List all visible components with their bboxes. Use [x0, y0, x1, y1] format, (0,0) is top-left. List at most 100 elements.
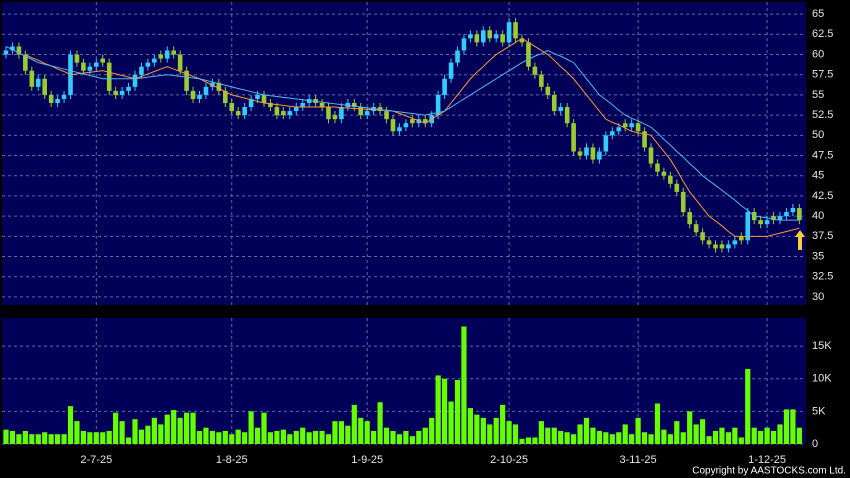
candle-body	[655, 163, 660, 172]
volume-bar	[416, 430, 422, 444]
volume-bar	[203, 427, 209, 444]
volume-bar	[280, 429, 286, 444]
candle-body	[481, 30, 486, 43]
volume-bar	[100, 432, 106, 444]
volume-bar	[487, 424, 493, 444]
candle-body	[539, 74, 544, 87]
y-tick-label: 55	[812, 89, 824, 101]
volume-bar	[3, 429, 9, 444]
volume-bar	[519, 438, 525, 444]
candle-body	[726, 244, 731, 249]
candle-body	[87, 66, 93, 71]
candle-body	[403, 123, 409, 128]
volume-bar	[351, 404, 357, 444]
volume-bar	[751, 427, 757, 444]
price-panel	[2, 2, 806, 305]
volume-bar	[777, 424, 783, 444]
candle-body	[106, 62, 112, 91]
y-tick-label: 0	[812, 438, 818, 450]
candle-body	[81, 62, 86, 71]
candle-body	[584, 147, 589, 156]
volume-bar	[538, 421, 544, 444]
volume-bar	[235, 429, 241, 444]
candle-body	[410, 119, 415, 124]
volume-bar	[287, 434, 293, 444]
volume-bar	[719, 427, 725, 444]
volume-bar	[229, 434, 235, 444]
volume-bar	[687, 411, 693, 444]
candle-body	[300, 103, 305, 108]
volume-bar	[16, 434, 22, 444]
x-tick-label: 1-12-25	[748, 454, 786, 466]
candle-body	[223, 90, 228, 103]
candle-body	[506, 22, 512, 43]
volume-bar	[545, 427, 551, 444]
volume-bar	[113, 412, 119, 444]
volume-bar	[706, 436, 712, 444]
volume-bar	[712, 430, 719, 444]
candle-body	[610, 131, 615, 136]
candle-body	[384, 111, 389, 120]
candle-body	[261, 94, 267, 103]
volume-bar	[435, 375, 441, 444]
candle-body	[293, 107, 299, 112]
volume-bar	[506, 421, 512, 444]
candle-body	[784, 212, 789, 217]
volume-bar	[177, 417, 183, 444]
volume-bar	[35, 434, 41, 444]
volume-bar	[512, 424, 519, 444]
volume-bar	[196, 430, 203, 444]
volume-bar	[42, 432, 48, 444]
volume-bar	[67, 406, 74, 444]
y-tick-label: 62.5	[812, 28, 833, 40]
volume-bar	[770, 430, 777, 444]
volume-bar	[306, 432, 312, 444]
volume-bar	[345, 425, 351, 444]
volume-bar	[87, 432, 93, 444]
y-tick-label: 35	[812, 250, 824, 262]
candle-body	[397, 127, 402, 132]
candle-body	[171, 50, 176, 55]
candle-body	[100, 58, 106, 63]
volume-bar	[603, 432, 609, 444]
volume-bar	[500, 404, 506, 444]
y-tick-label: 52.5	[812, 109, 833, 121]
volume-bar	[261, 412, 267, 444]
y-tick-label: 37.5	[812, 230, 833, 242]
candle-body	[139, 66, 144, 75]
candle-body	[177, 54, 183, 71]
volume-bar	[429, 417, 435, 444]
candle-body	[790, 208, 796, 213]
volume-bar	[745, 368, 751, 444]
y-tick-label: 57.5	[812, 69, 833, 81]
candle-body	[674, 183, 680, 192]
volume-bar	[22, 430, 28, 444]
candle-body	[461, 38, 467, 51]
candle-body	[255, 94, 260, 99]
volume-bar	[758, 430, 764, 444]
candle-body	[435, 94, 441, 116]
candle-body	[513, 22, 518, 39]
candle-body	[616, 127, 622, 132]
volume-bar	[171, 410, 177, 444]
volume-bar	[274, 430, 280, 444]
volume-bar	[119, 421, 125, 444]
volume-bar	[377, 402, 383, 444]
candle-body	[442, 78, 447, 95]
volume-bar	[629, 434, 635, 444]
volume-bar	[190, 412, 196, 444]
volume-bar	[267, 432, 274, 444]
volume-bar	[55, 434, 61, 444]
volume-bar	[151, 417, 157, 444]
candle-body	[94, 62, 99, 67]
y-tick-label: 40	[812, 210, 824, 222]
candle-body	[339, 107, 344, 120]
volume-bar	[338, 421, 344, 444]
candle-body	[61, 94, 67, 99]
volume-bar	[216, 432, 222, 444]
x-tick-label: 1-8-25	[216, 454, 248, 466]
candle-body	[687, 212, 692, 225]
volume-bar	[532, 437, 538, 444]
volume-bar	[332, 421, 338, 444]
volume-bar	[474, 414, 480, 444]
